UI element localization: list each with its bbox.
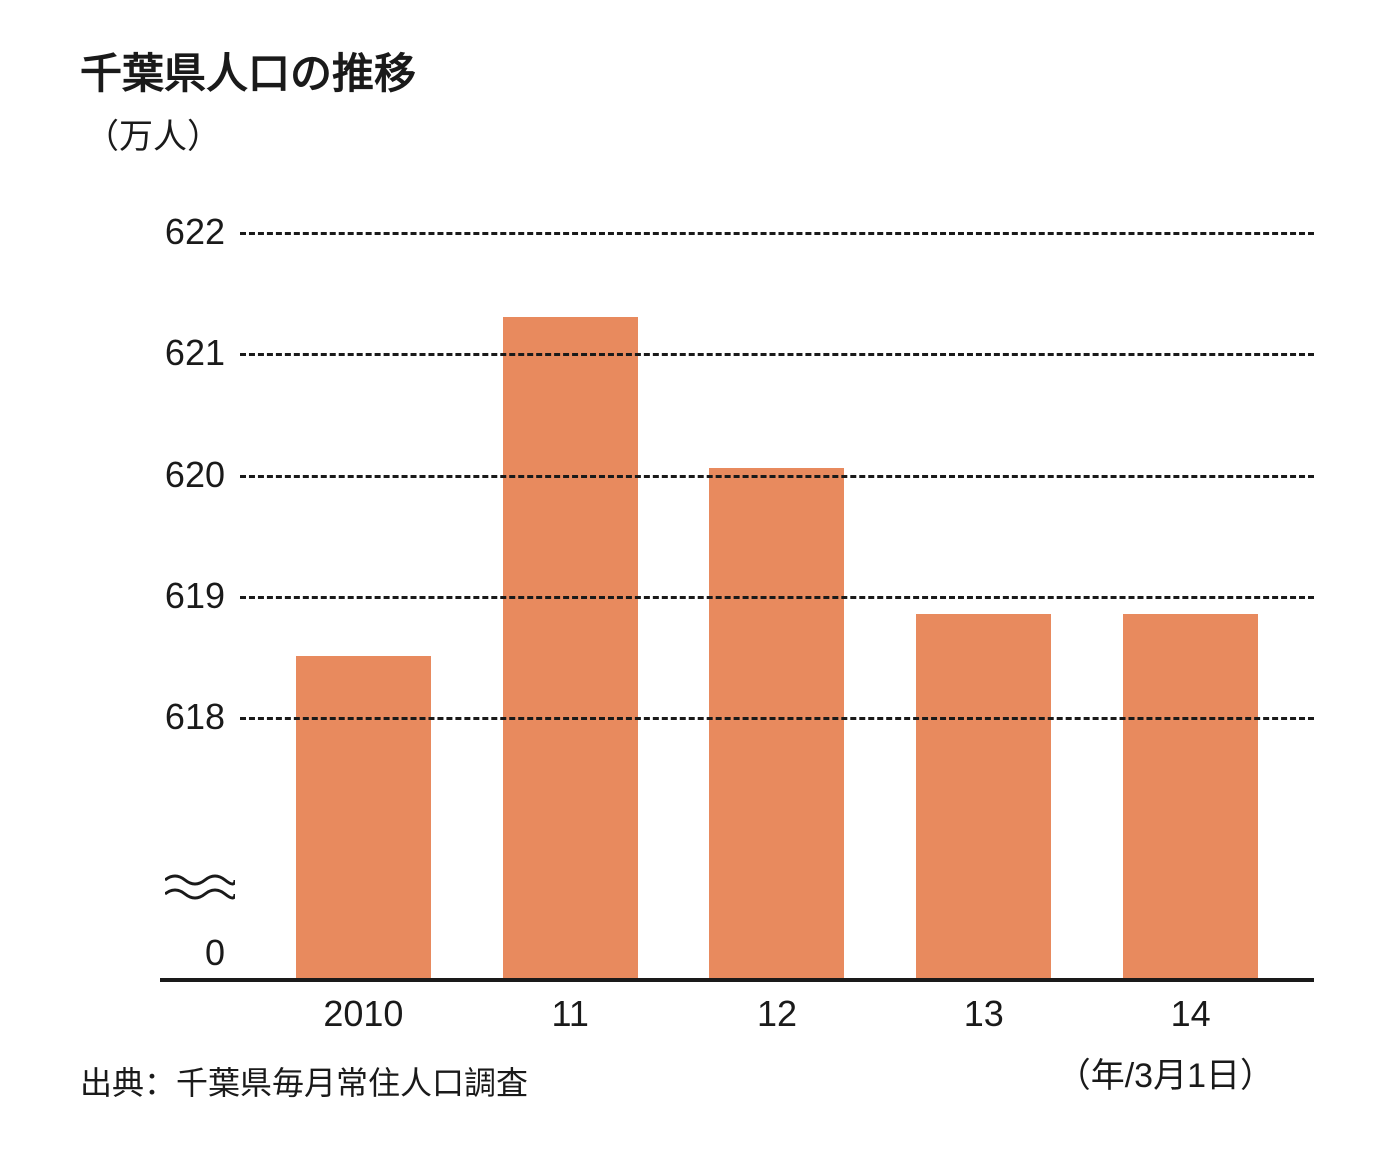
x-axis-unit: （年/3月1日）: [1057, 1048, 1274, 1097]
y-tick-label: 620: [60, 454, 240, 496]
gridline: [240, 232, 1314, 235]
x-axis-labels: 201011121314: [240, 978, 1314, 1035]
bar: [1123, 614, 1258, 978]
plot-area: 622 621 620 619 618 0: [60, 178, 1314, 978]
x-tick-label: 2010: [260, 978, 467, 1035]
x-tick-label: 11: [467, 978, 674, 1035]
x-tick-label: 13: [880, 978, 1087, 1035]
bar-wrap: [1087, 614, 1294, 978]
axis-break-icon: [165, 868, 235, 908]
y-tick-label: 622: [60, 211, 240, 253]
y-axis-unit: （万人）: [85, 109, 1314, 158]
y-tick-label: 621: [60, 332, 240, 374]
y-tick-label: 619: [60, 575, 240, 617]
y-tick-label: 618: [60, 696, 240, 738]
chart-container: 千葉県人口の推移 （万人） 6226216206196180 201011121…: [60, 40, 1314, 1110]
x-tick-label: 12: [674, 978, 881, 1035]
bar: [916, 614, 1051, 978]
y-axis: 622 621 620 619 618 0: [60, 178, 240, 978]
bar: [296, 656, 431, 978]
y-tick-zero: 0: [60, 932, 240, 974]
gridline: [240, 717, 1314, 720]
bar-wrap: [880, 614, 1087, 978]
gridline: [240, 596, 1314, 599]
x-tick-label: 14: [1087, 978, 1294, 1035]
gridline: [240, 475, 1314, 478]
chart-title: 千葉県人口の推移: [80, 40, 1314, 101]
bars-group: [240, 178, 1314, 978]
bar-wrap: [467, 317, 674, 978]
bar: [709, 468, 844, 978]
bar-wrap: [260, 656, 467, 978]
gridline: [240, 353, 1314, 356]
bar-wrap: [674, 468, 881, 978]
source-citation: 出典：千葉県毎月常住人口調査: [80, 1058, 528, 1104]
bar: [503, 317, 638, 978]
